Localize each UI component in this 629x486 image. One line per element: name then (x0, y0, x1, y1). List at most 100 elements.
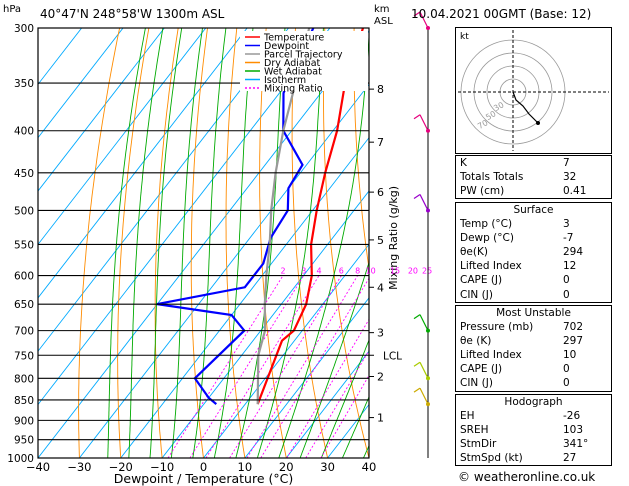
pressure-tick-label: 600 (14, 271, 34, 283)
hodograph-end-dot (536, 121, 540, 125)
mixing-ratio-label: 10 (366, 267, 376, 276)
legend-label: Temperature (263, 33, 324, 44)
wind-barb (419, 314, 429, 331)
mixing-ratio-line (305, 349, 369, 458)
surface-row: Lifted Index 12 (456, 259, 611, 273)
wind-barb (419, 11, 429, 29)
pressure-tick-label: 400 (14, 126, 34, 138)
surface-key: Temp (°C) (460, 218, 513, 231)
temperature-tick-label: 30 (320, 460, 335, 474)
legend-label: Parcel Trajectory (264, 50, 343, 61)
mu-key: Lifted Index (460, 349, 522, 362)
wet-adiabat-line (128, 28, 164, 458)
hodograph-table-box: Hodograph EH -26 SREH 103 StmDir 341° StmSp… (455, 394, 612, 467)
hodo-value: 27 (563, 452, 577, 465)
mixing-ratio-label: 6 (339, 267, 344, 276)
mu-row: CAPE (J) 0 (456, 362, 611, 376)
datetime-title: 10.04.2021 00GMT (Base: 12) (411, 7, 592, 21)
mu-value: 702 (563, 321, 584, 334)
wind-barb-feather (413, 193, 421, 199)
hodo-row: SREH 103 (456, 423, 611, 437)
wind-barb-dot (426, 128, 430, 133)
hodo-row: StmSpd (kt) 27 (456, 451, 611, 465)
mu-value: 10 (563, 349, 577, 362)
wind-barb (419, 194, 429, 211)
mu-value: 0 (563, 377, 570, 390)
mixing-ratio-line (205, 275, 320, 458)
index-key: Totals Totals (460, 171, 524, 184)
pressure-tick-label: 350 (14, 78, 34, 90)
hodo-key: EH (460, 410, 475, 423)
wind-barb-feather (413, 387, 421, 393)
surface-key: θe(K) (460, 246, 488, 259)
index-value: 7 (563, 157, 570, 169)
wind-barb-dot (426, 208, 430, 213)
index-key: PW (cm) (460, 185, 505, 198)
wind-barb-feather (413, 314, 421, 320)
pressure-tick-label: 850 (14, 395, 34, 407)
legend-label: Isotherm (264, 75, 306, 86)
hodograph-ring-label: 70 (476, 118, 489, 131)
isotherm-line (78, 83, 369, 458)
hodograph-ring-label: 50 (484, 109, 497, 122)
surface-value: 0 (563, 288, 570, 301)
dry-adiabat-line (154, 28, 179, 458)
wet-adiabat-line (341, 395, 369, 458)
index-row-tt: Totals Totals 32 (456, 170, 611, 184)
hodo-value: 341° (563, 438, 589, 451)
dry-adiabat-line (117, 28, 150, 458)
wind-barb-dot (426, 328, 430, 333)
hodo-key: SREH (460, 424, 489, 437)
plot-frame (37, 27, 370, 459)
isotherm-line (120, 136, 369, 458)
isotherm-line (244, 297, 369, 458)
hodograph-unit-label: kt (460, 32, 469, 42)
hodo-value: 103 (563, 424, 584, 437)
most-unstable-box: Most Unstable Pressure (mb) 702 θe (K) 297… (455, 305, 612, 392)
temperature-tick-label: −40 (26, 460, 50, 474)
surface-value: 0 (563, 274, 570, 287)
surface-value: 3 (563, 218, 570, 231)
wet-adiabat-line (320, 338, 369, 458)
copyright-link[interactable]: © weatheronline.co.uk (458, 470, 596, 484)
surface-row: Temp (°C) 3 (456, 217, 611, 231)
mu-value: 0 (563, 363, 570, 376)
surface-key: CAPE (J) (460, 274, 503, 287)
pressure-tick-label: 300 (14, 23, 34, 35)
temperature-tick-label: 10 (238, 460, 253, 474)
hodo-row: StmDir 341° (456, 437, 611, 451)
mu-key: θe (K) (460, 335, 492, 348)
mixing-ratio-label: 20 (408, 267, 418, 276)
most-unstable-title: Most Unstable (496, 307, 571, 319)
mixing-ratio-label: 2 (280, 267, 285, 276)
index-row-pw: PW (cm) 0.41 (456, 184, 611, 198)
height-tick-label: 4 (377, 281, 384, 294)
pressure-tick-label: 1000 (7, 453, 34, 465)
height-tick-label: 7 (377, 136, 384, 149)
asl-unit: ASL (374, 16, 393, 27)
index-value: 32 (563, 171, 577, 184)
height-tick-label: 2 (377, 371, 384, 384)
mixing-ratio-line (320, 374, 369, 458)
index-key: K (460, 157, 467, 169)
mixing-ratio-line (260, 277, 369, 458)
hodo-row: EH -26 (456, 409, 611, 423)
hodo-value: -26 (563, 410, 581, 423)
isotherm-line (202, 243, 369, 458)
height-tick-label: 8 (377, 83, 384, 96)
legend-label: Wet Adiabat (264, 67, 322, 78)
wet-adiabat-line (170, 28, 203, 458)
legend-box (240, 31, 368, 91)
mu-key: CAPE (J) (460, 363, 503, 376)
temperature-tick-label: −20 (109, 460, 133, 474)
surface-key: Lifted Index (460, 260, 522, 273)
pressure-unit: hPa (3, 4, 22, 15)
y-axis-label: Mixing Ratio (g/kg) (387, 186, 400, 290)
height-tick-label: 6 (377, 186, 384, 199)
isotherm-line (38, 28, 124, 139)
mixing-ratio-label: 4 (316, 267, 321, 276)
wind-barb-feather (413, 11, 421, 17)
